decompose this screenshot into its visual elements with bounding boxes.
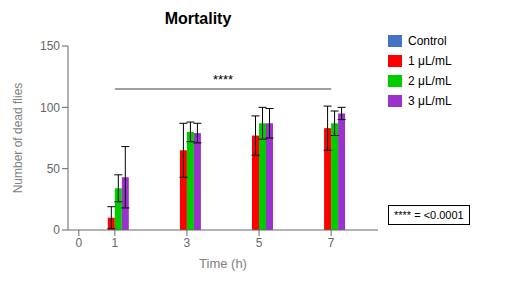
svg-text:****: **** [213, 72, 233, 87]
html-text:Control: Control [408, 34, 447, 48]
html-text:3 μL/mL: 3 μL/mL [408, 94, 452, 108]
html-text:Mortality: Mortality [164, 10, 232, 27]
svg-text:150: 150 [40, 39, 60, 53]
svg-text:Time (h): Time (h) [199, 256, 247, 271]
svg-text:5: 5 [256, 236, 263, 250]
html-text:**** = <0.0001: **** = <0.0001 [394, 209, 464, 221]
html-text:2 μL/mL: 2 μL/mL [408, 74, 452, 88]
svg-text:7: 7 [328, 236, 335, 250]
svg-text:3: 3 [184, 236, 191, 250]
svg-text:50: 50 [47, 162, 61, 176]
svg-text:Number of dead flies: Number of dead flies [11, 83, 25, 194]
svg-text:0: 0 [53, 223, 60, 237]
svg-text:0: 0 [75, 236, 82, 250]
svg-text:100: 100 [40, 101, 60, 115]
svg-text:1: 1 [112, 236, 119, 250]
html-text:1 μL/mL: 1 μL/mL [408, 54, 452, 68]
